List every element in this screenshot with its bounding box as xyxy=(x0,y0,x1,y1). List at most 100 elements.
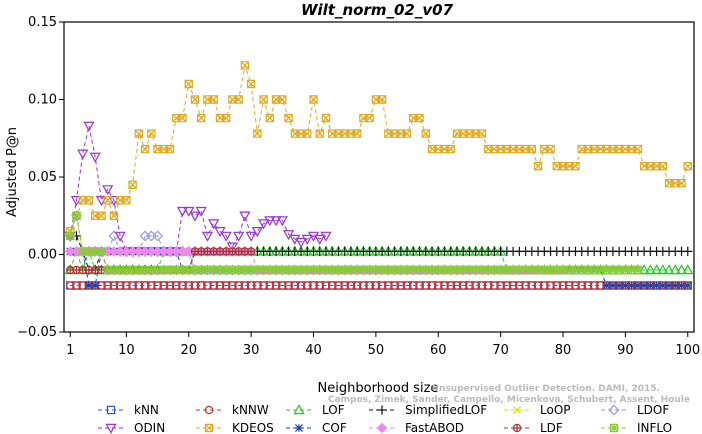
data-point-cof xyxy=(608,281,617,290)
data-point-knnw xyxy=(234,281,243,290)
y-axis-label: Adjusted P@n xyxy=(5,127,20,217)
legend-marker-kdeos xyxy=(204,423,214,433)
x-tick-label: 50 xyxy=(368,343,385,358)
data-point-odin xyxy=(189,211,201,222)
data-point-kdeos xyxy=(134,129,144,138)
data-point-odin xyxy=(226,242,239,253)
data-point-lof xyxy=(675,264,688,275)
legend-marker-knnw xyxy=(204,405,214,415)
data-point-kdeos xyxy=(259,95,268,104)
x-tick-label: 10 xyxy=(118,343,135,358)
x-tick-label: 80 xyxy=(555,343,572,358)
legend-marker-loop xyxy=(512,405,522,415)
data-point-cof xyxy=(683,281,692,290)
legend-label-ldof: LDOF xyxy=(637,403,669,417)
x-tick-label: 100 xyxy=(675,343,700,358)
data-point-knnw xyxy=(402,281,412,290)
legend-item-odin: ODIN xyxy=(98,421,165,434)
legend-marker-cof xyxy=(294,423,304,433)
data-point-kdeos xyxy=(477,129,487,138)
data-point-knnw xyxy=(352,281,362,290)
data-point-inflo xyxy=(633,265,643,275)
legend-label-cof: COF xyxy=(322,421,347,434)
data-point-kdeos xyxy=(278,95,287,104)
data-point-knnw xyxy=(377,281,387,290)
data-point-lof xyxy=(650,264,663,275)
series-line-ldof xyxy=(69,215,501,271)
data-point-knnw xyxy=(122,281,131,290)
data-point-knnw xyxy=(490,281,499,290)
data-point-knnw xyxy=(315,281,324,290)
series-layer xyxy=(64,61,694,290)
data-point-knnw xyxy=(184,281,193,290)
data-point-cof xyxy=(602,281,611,290)
data-point-odin xyxy=(264,216,276,227)
legend-item-simplifiedlof: SimplifiedLOF xyxy=(369,403,487,417)
data-point-lof xyxy=(682,264,694,275)
data-point-knnw xyxy=(246,281,256,290)
data-point-knnw xyxy=(527,281,537,290)
data-point-kdeos xyxy=(309,95,318,104)
data-point-knnw xyxy=(203,281,212,290)
data-point-kdeos xyxy=(658,161,668,171)
data-point-cof xyxy=(633,281,642,290)
data-point-kdeos xyxy=(421,129,430,138)
legend-marker-knn xyxy=(106,405,116,415)
data-point-knnw xyxy=(533,281,543,290)
data-point-kdeos xyxy=(321,113,331,123)
data-point-simplifiedlof xyxy=(683,246,693,256)
data-point-kdeos xyxy=(165,144,175,154)
data-point-odin xyxy=(201,231,214,242)
legend-marker-ldf xyxy=(512,423,522,433)
data-point-knnw xyxy=(228,281,237,290)
chart-title: Wilt_norm_02_v07 xyxy=(301,1,454,19)
data-point-inflo xyxy=(66,231,75,241)
data-point-knnw xyxy=(328,281,337,290)
data-point-knnw xyxy=(303,281,312,290)
legend-label-knnw: kNNW xyxy=(232,403,269,417)
legend-item-lof: LOF xyxy=(286,403,345,417)
data-point-odin xyxy=(114,231,126,242)
x-tick-label: 1 xyxy=(66,343,74,358)
data-point-knnw xyxy=(103,281,112,290)
data-point-knnw xyxy=(147,281,156,290)
series-line-inflo xyxy=(69,215,638,271)
legend-label-fastabod: FastABOD xyxy=(405,421,464,434)
data-point-knnw xyxy=(265,281,275,290)
annotation-line-2: Campos, Zimek, Sander, Campello, Micenko… xyxy=(328,395,690,405)
series-inflo xyxy=(66,211,643,275)
data-point-kdeos xyxy=(184,79,193,89)
data-point-cof xyxy=(615,281,624,290)
data-point-knnw xyxy=(371,281,381,290)
legend-label-odin: ODIN xyxy=(134,421,165,434)
data-point-knnw xyxy=(290,281,299,290)
data-point-knnw xyxy=(159,281,169,290)
x-tick-label: 60 xyxy=(430,343,447,358)
data-point-knnw xyxy=(546,281,555,290)
data-point-knnw xyxy=(515,281,524,290)
data-point-odin xyxy=(233,231,245,242)
data-point-cof xyxy=(665,281,674,290)
legend-marker-fastabod xyxy=(376,422,388,434)
data-point-kdeos xyxy=(402,129,412,138)
data-point-knnw xyxy=(589,281,599,290)
data-point-cof xyxy=(646,281,655,290)
series-line-odin xyxy=(69,125,327,252)
data-point-kdeos xyxy=(352,129,362,138)
data-point-kdeos xyxy=(315,129,324,138)
data-point-inflo xyxy=(97,247,106,256)
data-point-ldof xyxy=(152,230,164,242)
data-point-knnw xyxy=(190,281,200,290)
data-point-odin xyxy=(176,206,189,217)
data-point-lof xyxy=(669,264,681,275)
data-point-kdeos xyxy=(209,95,218,104)
data-point-knnw xyxy=(565,281,574,290)
data-point-knnw xyxy=(340,281,349,290)
data-point-knnw xyxy=(446,281,455,290)
data-point-knnw xyxy=(427,281,437,290)
data-point-cof xyxy=(627,281,636,290)
data-point-knnw xyxy=(140,281,150,290)
legend-marker-ldof xyxy=(608,404,620,416)
data-point-odin xyxy=(239,211,251,222)
data-point-knnw xyxy=(109,281,119,290)
